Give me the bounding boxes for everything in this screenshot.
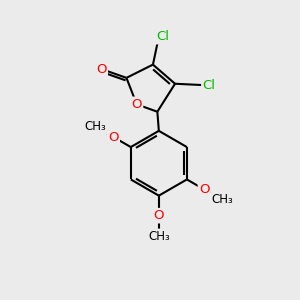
- Text: O: O: [108, 130, 119, 143]
- Text: O: O: [131, 98, 142, 111]
- Text: O: O: [154, 209, 164, 222]
- Text: O: O: [96, 62, 107, 76]
- Text: CH₃: CH₃: [85, 120, 106, 133]
- Text: Cl: Cl: [156, 30, 169, 43]
- Text: Cl: Cl: [202, 79, 215, 92]
- Text: CH₃: CH₃: [148, 230, 170, 243]
- Text: CH₃: CH₃: [211, 193, 233, 206]
- Text: O: O: [199, 183, 209, 196]
